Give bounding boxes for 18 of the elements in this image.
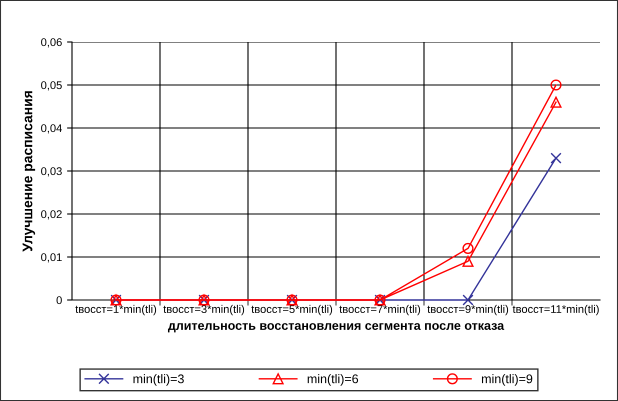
legend-label: min(tli)=3 [133,374,184,386]
x-axis-title: длительность восстановления сегмента после отказа [168,323,504,332]
y-tick-label: 0 [56,296,62,304]
x-tick-label: tвосст=1*min(tli) [75,304,156,316]
x-tick-label: tвосст=9*min(tli) [427,304,508,316]
y-tick-label: 0,02 [41,210,62,220]
x-tick-label: tвосст=7*min(tli) [339,304,420,316]
x-tick-label: tвосст=3*min(tli) [163,304,244,316]
x-tick-label: tвосст=5*min(tli) [251,304,332,316]
y-axis-title: Улучшение расписания [22,91,36,252]
y-tick-label: 0,06 [41,38,62,48]
legend-label: min(tli)=9 [482,374,532,386]
y-tick-label: 0,01 [41,253,62,262]
x-tick-label: tвосст=11*min(tli) [512,304,599,316]
legend-label: min(tli)=6 [308,374,358,386]
y-tick-label: 0,04 [41,124,62,134]
y-tick-label: 0,05 [41,81,62,90]
y-tick-label: 0,03 [41,167,62,176]
